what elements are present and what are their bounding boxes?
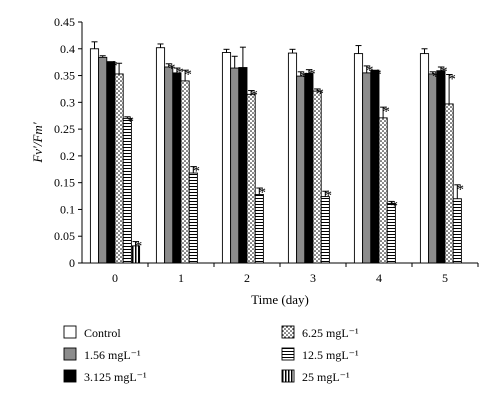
legend-label: 1.56 mgL⁻¹ [84,348,141,362]
significance-marker: * [440,64,448,80]
legend-swatch [281,369,295,383]
bar [304,72,314,264]
bar [180,80,190,264]
significance-marker: * [325,188,333,204]
bar [172,72,182,264]
y-tick-label: 0.45 [54,15,75,29]
significance-marker: * [316,86,324,102]
legend-swatch [281,325,295,339]
x-tick-label: 5 [442,271,448,285]
y-tick-label: 0.15 [54,176,75,190]
significance-marker: * [391,198,399,214]
bar [221,52,232,264]
bar [287,52,298,264]
y-tick-label: 0.1 [60,202,75,216]
bar [122,117,132,264]
y-tick-label: 0.4 [60,42,75,56]
y-tick-label: 0.05 [54,229,75,243]
x-tick-label: 0 [112,271,118,285]
legend-label: Control [84,326,121,340]
significance-marker: * [374,67,382,83]
significance-marker: * [184,67,192,83]
y-tick-label: 0.35 [54,69,75,83]
significance-marker: * [448,71,456,87]
y-axis-title: Fv′/Fm′ [30,122,45,163]
bar [378,117,388,264]
bar [362,72,372,264]
legend-swatch [63,325,77,339]
bar [353,53,364,264]
significance-marker: * [135,239,143,255]
bar [98,56,108,264]
bar [254,193,264,264]
legend-label: 3.125 mgL⁻¹ [84,370,147,384]
significance-marker: * [127,114,135,130]
legend-label: 6.25 mgL⁻¹ [302,326,359,340]
significance-marker: * [193,164,201,180]
bar [188,172,198,264]
significance-marker: * [457,182,465,198]
y-tick-label: 0.25 [54,122,75,136]
x-tick-label: 1 [178,271,184,285]
x-axis-title: Time (day) [251,292,309,307]
legend: Control 1.56 mgL⁻¹ 3.125 mgL⁻¹ 6.25 mgL⁻¹ 12… [63,325,359,384]
x-tick-label: 3 [310,271,316,285]
plot-area: 00.050.10.150.20.250.30.350.40.450***1* *… [54,15,479,285]
significance-marker: * [259,185,267,201]
bar [114,73,124,264]
bar [436,70,446,264]
bar [320,196,330,264]
x-tick-label: 4 [376,271,382,285]
legend-label: 25 mgL⁻¹ [302,370,350,384]
bar [106,61,116,264]
bar [246,93,256,264]
x-tick-label: 2 [244,271,250,285]
bar [419,53,430,264]
bar [428,73,438,264]
bar [230,67,240,264]
significance-marker: * [176,65,184,81]
bar [164,66,174,264]
legend-swatch [63,347,77,361]
bar [296,75,306,264]
significance-marker: * [432,69,440,85]
significance-marker: * [300,69,308,85]
significance-marker: * [382,104,390,120]
bar [238,67,248,264]
legend-swatch [63,369,77,383]
bar [370,69,380,264]
significance-marker: * [168,61,176,77]
significance-marker: * [366,63,374,79]
y-tick-label: 0 [69,256,75,270]
bar [89,48,100,264]
bar [452,198,462,264]
y-tick-label: 0.3 [60,95,75,109]
legend-swatch [281,347,295,361]
legend-label: 12.5 mgL⁻¹ [302,348,359,362]
significance-marker: * [110,59,118,75]
significance-marker: * [250,88,258,104]
bar [444,103,454,264]
bar [155,47,166,264]
significance-marker: * [308,67,316,83]
y-tick-label: 0.2 [60,149,75,163]
bar [312,90,322,264]
